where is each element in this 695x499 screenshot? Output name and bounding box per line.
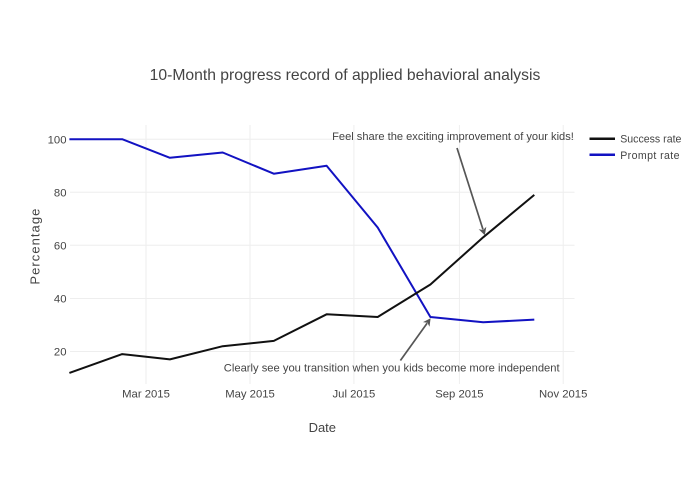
- svg-text:Mar 2015: Mar 2015: [122, 388, 170, 400]
- svg-text:20: 20: [54, 347, 67, 359]
- svg-text:40: 40: [54, 294, 67, 306]
- svg-text:Clearly see you transition whe: Clearly see you transition when you kids…: [224, 363, 561, 375]
- svg-text:80: 80: [54, 187, 67, 199]
- svg-text:60: 60: [54, 240, 67, 252]
- svg-text:May 2015: May 2015: [225, 388, 275, 400]
- svg-text:Feel share the exciting improv: Feel share the exciting improvement of y…: [332, 131, 574, 143]
- svg-text:Success rate: Success rate: [620, 134, 681, 146]
- svg-text:10-Month progress record of ap: 10-Month progress record of applied beha…: [150, 67, 541, 84]
- svg-text:Percentage: Percentage: [28, 208, 43, 285]
- svg-text:Nov 2015: Nov 2015: [539, 388, 587, 400]
- svg-text:100: 100: [48, 134, 67, 146]
- svg-text:Jul 2015: Jul 2015: [333, 388, 376, 400]
- svg-text:Prompt rate: Prompt rate: [620, 150, 680, 162]
- svg-text:Sep 2015: Sep 2015: [435, 388, 483, 400]
- svg-text:Date: Date: [309, 420, 336, 435]
